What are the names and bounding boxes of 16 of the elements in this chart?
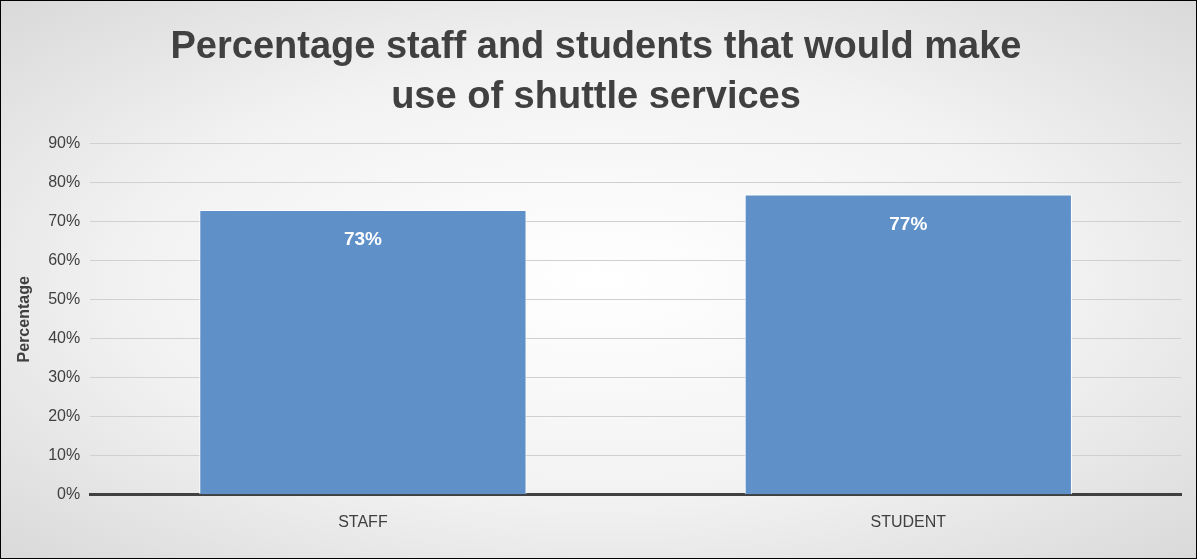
y-tick-label: 80% — [48, 173, 81, 191]
y-tick-label: 0% — [57, 485, 81, 503]
x-tick-label: STUDENT — [870, 512, 947, 530]
x-tick-label: STAFF — [338, 512, 388, 530]
data-label: 77% — [889, 212, 928, 234]
y-tick-label: 90% — [48, 134, 81, 152]
y-tick-label: 40% — [48, 329, 81, 347]
chart-title: Percentage staff and students that would make use of shuttle services — [170, 24, 1022, 116]
y-tick-label: 10% — [48, 446, 81, 464]
data-label: 73% — [343, 228, 383, 250]
y-axis-title: Percentage — [15, 276, 33, 363]
y-tick-label: 20% — [48, 407, 81, 425]
y-tick-label: 30% — [48, 368, 81, 386]
y-tick-label: 60% — [48, 251, 81, 269]
y-tick-label: 70% — [48, 212, 81, 230]
y-tick-label: 50% — [48, 290, 81, 308]
